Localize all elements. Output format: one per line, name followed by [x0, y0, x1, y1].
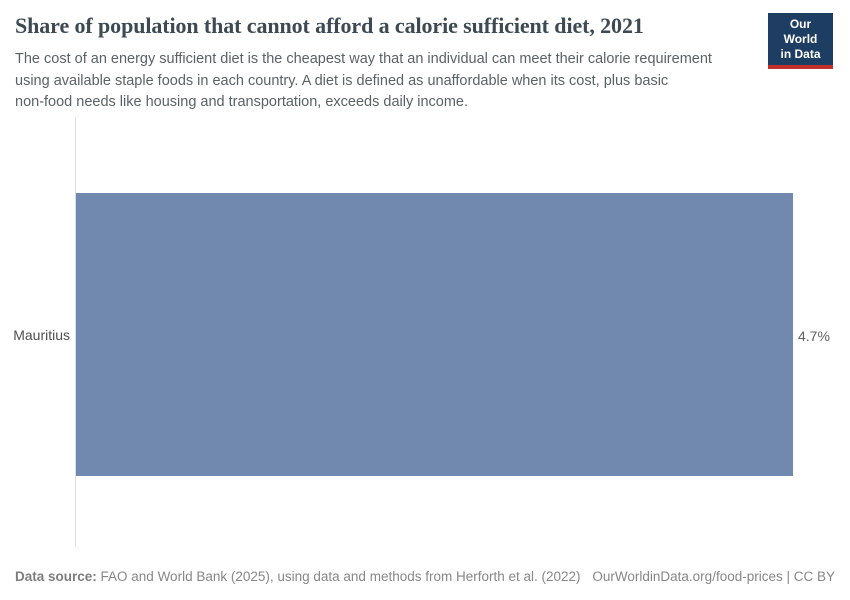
chart-footer: Data source: FAO and World Bank (2025), … — [15, 568, 835, 585]
y-axis-line — [75, 117, 76, 547]
license-link[interactable]: OurWorldinData.org/food-prices | CC BY — [592, 569, 835, 584]
data-source-detail: FAO and World Bank (2025), using data an… — [96, 569, 581, 584]
page-title: Share of population that cannot afford a… — [15, 13, 644, 38]
bar-mauritius[interactable] — [76, 193, 793, 476]
subtitle-line: The cost of an energy sufficient diet is… — [15, 51, 712, 67]
value-label: 4.7% — [798, 328, 830, 344]
entity-label: Mauritius — [13, 327, 70, 343]
subtitle-line: non-food needs like housing and transpor… — [15, 94, 469, 110]
owid-logo[interactable]: Our World in Data — [768, 13, 833, 69]
owid-logo-line1: Our World — [783, 17, 818, 46]
chart-subtitle: The cost of an energy sufficient diet is… — [15, 49, 712, 114]
data-source-text: Data source: FAO and World Bank (2025), … — [15, 568, 581, 585]
subtitle-line: using available staple foods in each cou… — [15, 72, 669, 89]
data-source-label: Data source: — [15, 569, 97, 584]
owid-logo-line2: in Data — [780, 47, 821, 61]
